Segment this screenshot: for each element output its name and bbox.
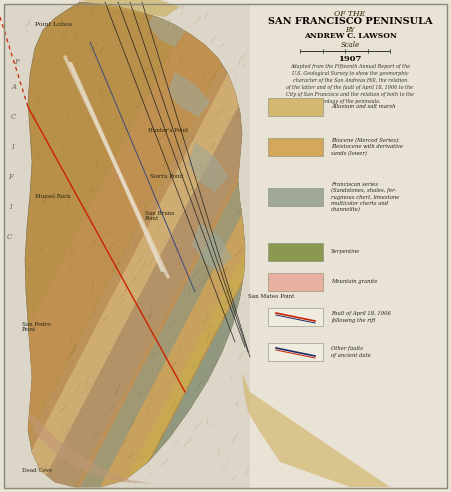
Text: Scale: Scale <box>341 41 359 49</box>
Text: P: P <box>14 58 18 66</box>
Polygon shape <box>0 0 380 492</box>
Text: Serpentine: Serpentine <box>331 249 360 254</box>
Polygon shape <box>68 62 165 272</box>
Bar <box>268 273 323 291</box>
Text: 1907: 1907 <box>338 55 362 63</box>
Bar <box>268 308 323 326</box>
Text: C: C <box>6 233 12 241</box>
Polygon shape <box>157 0 451 492</box>
Text: Mussel Rock: Mussel Rock <box>35 193 70 198</box>
Bar <box>268 98 323 116</box>
Text: I: I <box>9 203 11 211</box>
Polygon shape <box>195 0 451 492</box>
Polygon shape <box>192 222 232 272</box>
Polygon shape <box>243 0 451 492</box>
Bar <box>268 188 323 206</box>
Text: SAN FRANCISCO PENINSULA: SAN FRANCISCO PENINSULA <box>268 17 433 26</box>
Text: OF THE: OF THE <box>334 10 366 18</box>
Text: F: F <box>9 173 14 181</box>
Bar <box>4 4 250 488</box>
Polygon shape <box>25 2 245 487</box>
Text: Sierra Point: Sierra Point <box>150 174 184 179</box>
Polygon shape <box>10 0 300 492</box>
Polygon shape <box>0 0 258 492</box>
Bar <box>268 138 323 156</box>
Text: ANDREW C. LAWSON: ANDREW C. LAWSON <box>304 32 396 40</box>
Text: San Pedro
Point: San Pedro Point <box>22 322 51 333</box>
Bar <box>268 243 323 261</box>
Text: Dead Cove: Dead Cove <box>22 467 52 472</box>
Text: BY: BY <box>345 26 355 34</box>
Text: C: C <box>10 113 16 121</box>
Text: Hunter's Point: Hunter's Point <box>148 127 188 132</box>
Text: San Bruno
Point: San Bruno Point <box>145 211 175 221</box>
Text: A: A <box>11 83 17 91</box>
Polygon shape <box>28 412 155 484</box>
Text: Other faults
of ancient date: Other faults of ancient date <box>331 346 371 358</box>
Text: I: I <box>11 143 14 151</box>
Polygon shape <box>148 12 185 47</box>
Text: Point Lobos: Point Lobos <box>35 22 72 27</box>
Text: Adapted from the Fifteenth Annual Report of the
U.S. Geological Survey to show t: Adapted from the Fifteenth Annual Report… <box>286 64 414 104</box>
Polygon shape <box>78 0 363 492</box>
Polygon shape <box>134 0 422 492</box>
Polygon shape <box>217 0 451 492</box>
Text: Fault of April 18, 1906
following the rift: Fault of April 18, 1906 following the ri… <box>331 311 391 323</box>
Bar <box>268 343 323 361</box>
Text: San Mateo Point: San Mateo Point <box>248 295 295 300</box>
Polygon shape <box>37 0 332 492</box>
Polygon shape <box>188 142 228 192</box>
Polygon shape <box>168 72 210 117</box>
Polygon shape <box>242 372 390 487</box>
Polygon shape <box>80 0 180 17</box>
Text: Mountain granite: Mountain granite <box>331 279 377 284</box>
Text: Pliocene (Merced Series):
Pleistocene with derivative
sands (lower): Pliocene (Merced Series): Pleistocene wi… <box>331 138 403 156</box>
Text: Alluvium and salt marsh: Alluvium and salt marsh <box>331 104 396 110</box>
Text: Franciscan series
(Sandstones, shales, fer-
ruginous chert, limestone
multicolor: Franciscan series (Sandstones, shales, f… <box>331 182 400 212</box>
Polygon shape <box>97 0 392 492</box>
